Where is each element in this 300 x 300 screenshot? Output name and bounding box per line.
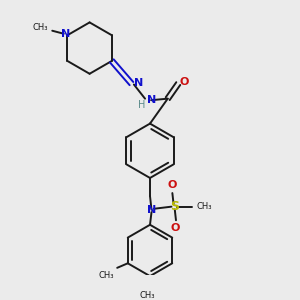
Text: O: O — [171, 223, 180, 233]
Text: H: H — [138, 100, 145, 110]
Text: O: O — [168, 180, 177, 190]
Text: CH₃: CH₃ — [99, 271, 114, 280]
Text: CH₃: CH₃ — [139, 291, 155, 300]
Text: N: N — [147, 205, 156, 215]
Text: N: N — [148, 95, 157, 105]
Text: N: N — [61, 29, 70, 39]
Text: CH₃: CH₃ — [197, 202, 212, 211]
Text: O: O — [180, 77, 189, 87]
Text: N: N — [134, 78, 143, 88]
Text: S: S — [170, 200, 179, 213]
Text: CH₃: CH₃ — [32, 23, 48, 32]
